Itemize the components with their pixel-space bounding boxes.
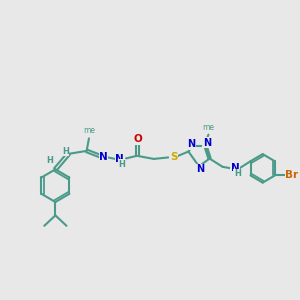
Text: O: O — [133, 134, 142, 144]
Text: me: me — [202, 123, 214, 132]
Text: N: N — [187, 140, 195, 149]
Text: H: H — [234, 169, 241, 178]
Text: H: H — [46, 156, 53, 165]
Text: N: N — [99, 152, 108, 162]
Text: S: S — [170, 152, 177, 162]
Text: H: H — [62, 147, 69, 156]
Text: N: N — [196, 164, 205, 174]
Text: Br: Br — [285, 170, 298, 181]
Text: me: me — [83, 126, 95, 135]
Text: N: N — [203, 138, 211, 148]
Text: N: N — [115, 154, 124, 164]
Text: N: N — [231, 164, 239, 173]
Text: H: H — [118, 160, 125, 169]
